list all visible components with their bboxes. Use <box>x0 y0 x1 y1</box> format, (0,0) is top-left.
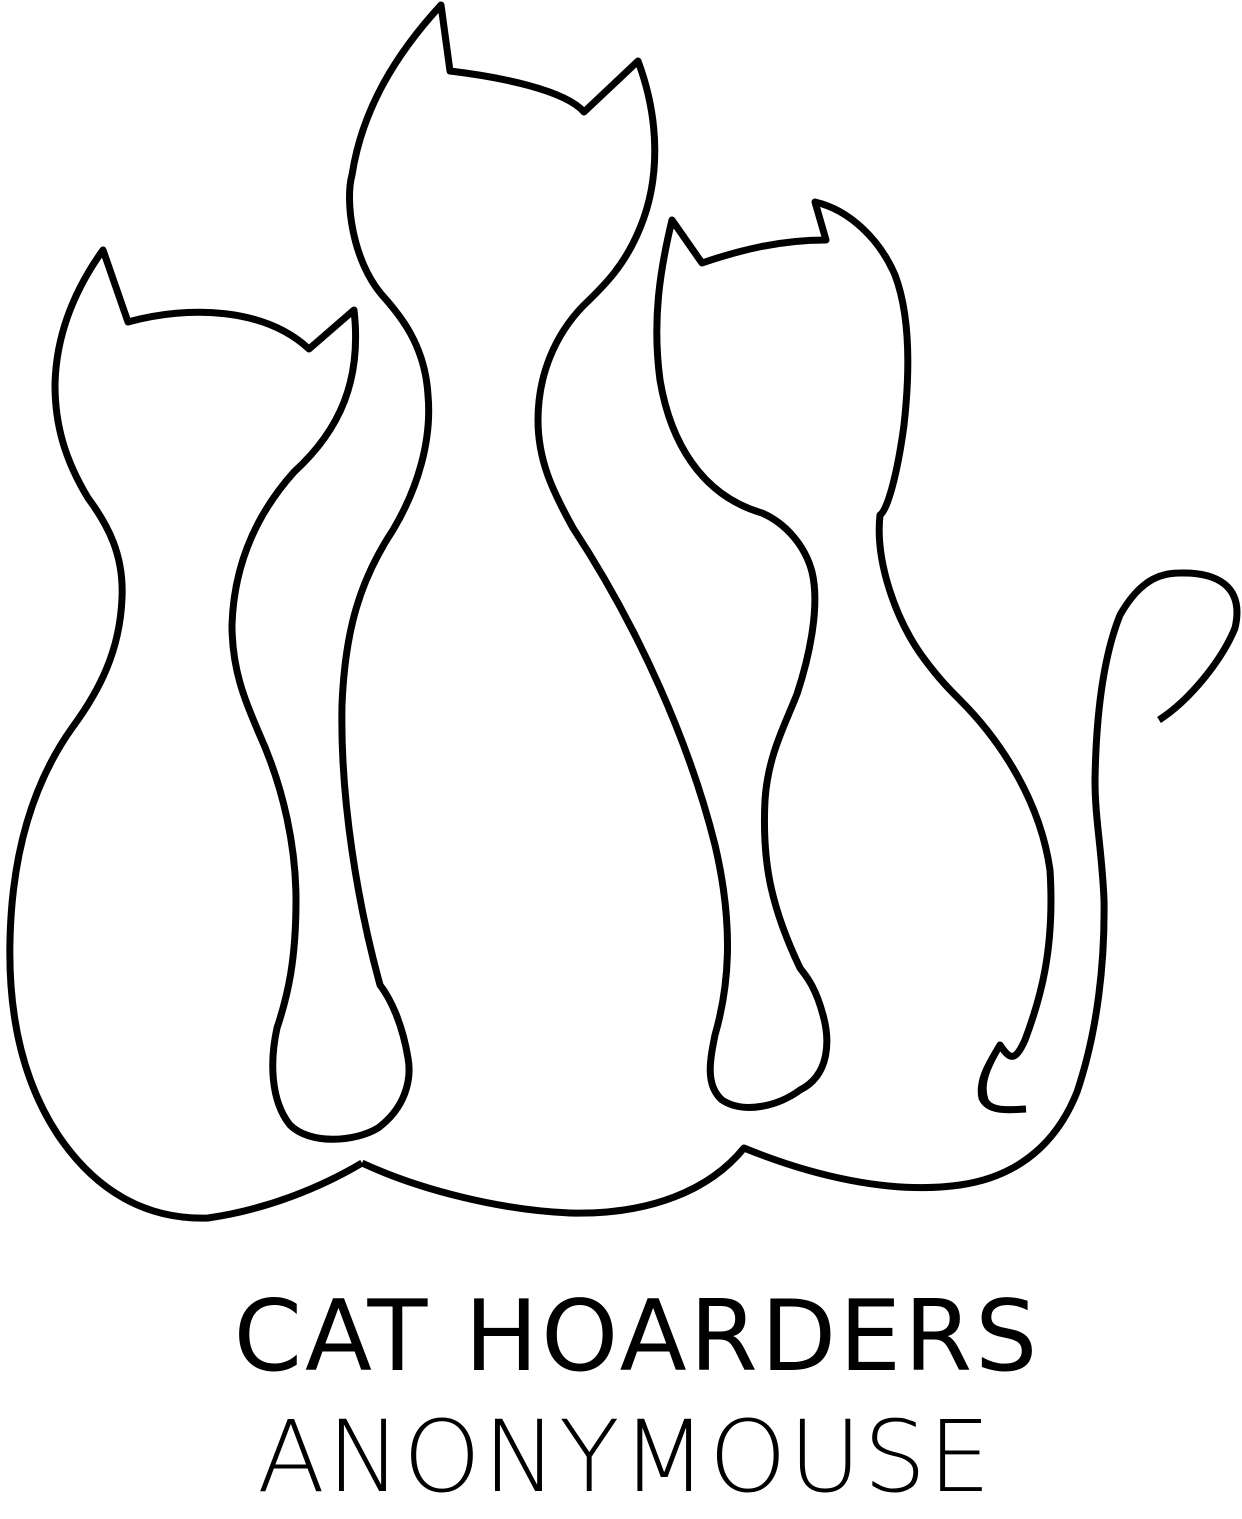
cats-bottom-outline <box>360 569 1241 1217</box>
brand-name-line-2: ANONYMOUSE <box>257 1400 993 1515</box>
brand-name-line-1: CAT HOARDERS <box>233 1280 1041 1394</box>
cats-outline <box>6 1 1055 1222</box>
